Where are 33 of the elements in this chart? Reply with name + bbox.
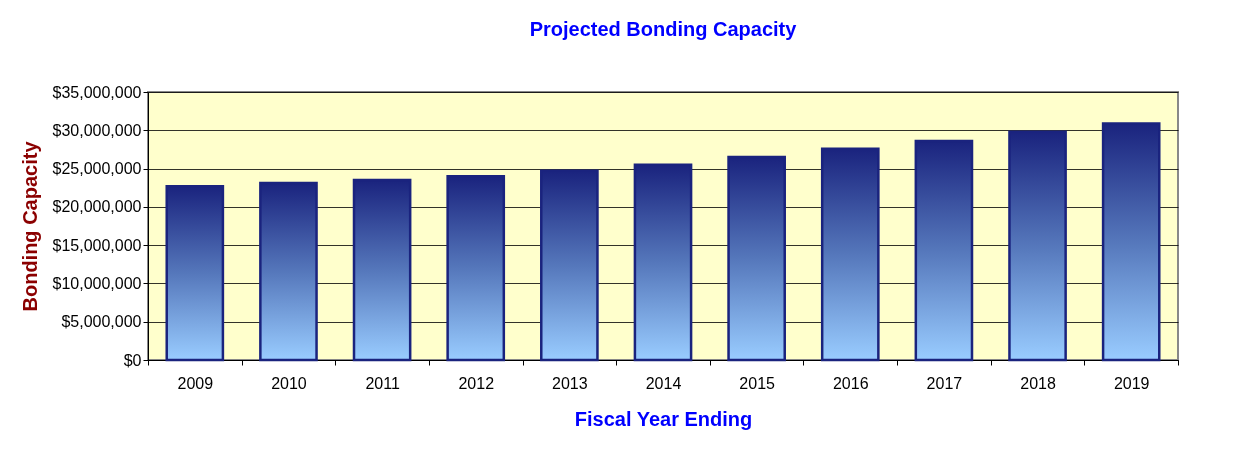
x-tick-label: 2010: [271, 374, 307, 392]
x-tick-label: 2014: [645, 374, 682, 392]
bar: [259, 181, 318, 362]
x-tick-label: 2017: [926, 374, 963, 392]
x-tick-label: 2018: [1020, 374, 1056, 392]
bar: [727, 155, 786, 362]
chart-title: Projected Bonding Capacity: [529, 18, 798, 40]
y-tick-label: $0: [123, 351, 142, 369]
bar: [446, 174, 506, 362]
bar: [540, 169, 599, 362]
x-tick-label: 2009: [177, 374, 214, 392]
bar: [820, 147, 880, 362]
y-tick-label: $25,000,000: [52, 160, 142, 178]
x-tick-label: 2011: [365, 374, 400, 392]
x-axis-title: Fiscal Year Ending: [574, 407, 753, 430]
bar: [1008, 130, 1067, 362]
y-tick-label: $20,000,000: [52, 198, 142, 216]
x-tick-label: 2013: [552, 374, 588, 392]
y-tick-label: $10,000,000: [52, 274, 142, 292]
bar: [633, 163, 693, 362]
x-tick-label: 2019: [1113, 374, 1150, 392]
x-tick-label: 2012: [458, 374, 495, 392]
y-tick-label: $15,000,000: [52, 236, 142, 254]
y-tick-label: $35,000,000: [52, 83, 142, 101]
x-tick-label: 2015: [739, 374, 776, 392]
bar: [914, 139, 974, 362]
bar: [165, 184, 225, 362]
bar: [352, 178, 412, 362]
y-axis-title: Bonding Capacity: [18, 140, 41, 312]
bar: [1101, 122, 1161, 362]
y-tick-label: $30,000,000: [52, 121, 142, 139]
x-tick-label: 2016: [832, 374, 869, 392]
y-tick-label: $5,000,000: [61, 313, 142, 331]
